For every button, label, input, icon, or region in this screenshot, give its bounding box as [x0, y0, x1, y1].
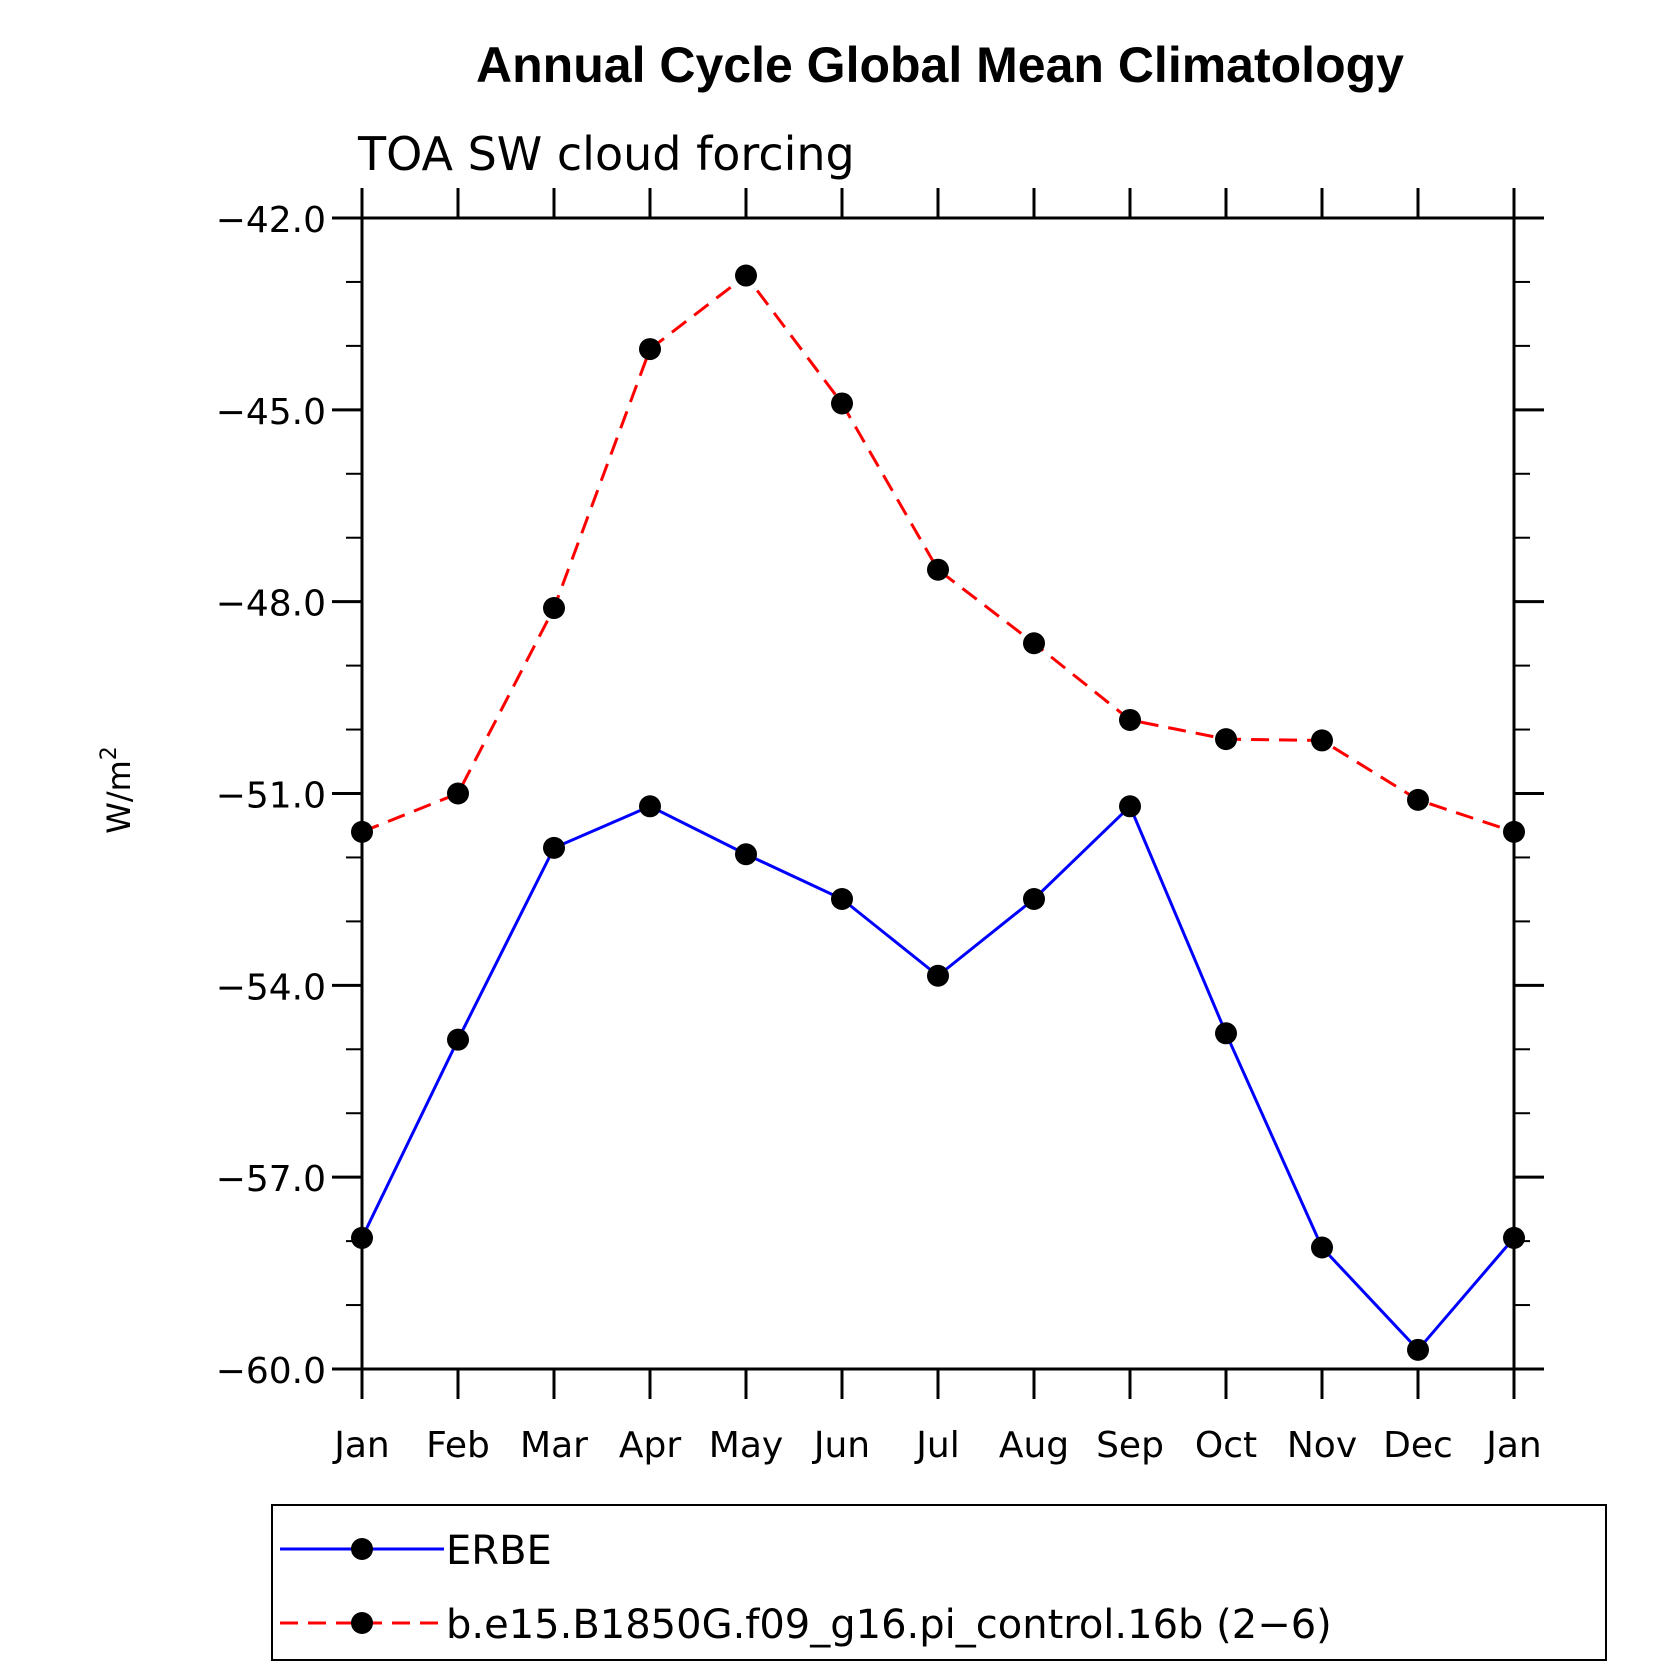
- data-point-model: [735, 264, 757, 287]
- data-point-model: [1503, 820, 1525, 843]
- x-tick-label: Mar: [520, 1425, 588, 1466]
- legend-label-erbe: ERBE: [446, 1528, 552, 1574]
- data-point-erbe: [447, 1028, 469, 1051]
- svg-text:W/m2: W/m2: [97, 746, 138, 834]
- chart-title: Annual Cycle Global Mean Climatology: [476, 37, 1404, 93]
- data-point-model: [639, 338, 661, 361]
- series-layer: [351, 264, 1525, 1361]
- data-point-model: [1119, 708, 1141, 731]
- data-point-model: [1215, 728, 1237, 751]
- data-point-erbe: [1023, 888, 1045, 911]
- data-point-erbe: [1503, 1226, 1525, 1249]
- data-point-erbe: [735, 843, 757, 866]
- y-tick-label: −48.0: [216, 584, 326, 625]
- data-point-model: [927, 558, 949, 581]
- data-point-erbe: [927, 964, 949, 987]
- x-tick-label: Jan: [332, 1425, 390, 1466]
- x-tick-label: Feb: [426, 1425, 490, 1466]
- data-point-erbe: [831, 888, 853, 911]
- data-point-erbe: [639, 795, 661, 818]
- series-line-erbe: [360, 803, 1516, 1353]
- x-tick-label: Apr: [619, 1425, 681, 1466]
- series-line-model: [361, 273, 1515, 834]
- x-tick-label: Nov: [1287, 1425, 1357, 1466]
- data-point-erbe: [1311, 1236, 1333, 1259]
- x-tick-label: Jan: [1484, 1425, 1542, 1466]
- legend: ERBE b.e15.B1850G.f09_g16.pi_control.16b…: [271, 1504, 1607, 1661]
- data-point-model: [1023, 632, 1045, 655]
- data-point-erbe: [543, 836, 565, 859]
- y-tick-label: −42.0: [216, 200, 326, 241]
- legend-swatch-marker-erbe: [351, 1538, 373, 1560]
- y-axis-label-superscript: 2: [97, 746, 122, 760]
- x-tick-label: Jul: [914, 1425, 959, 1466]
- axes: Jan Feb Mar Apr May Jun Jul Aug Sep Oct Nov Dec Jan−…: [216, 188, 1544, 1466]
- legend-label-model: b.e15.B1850G.f09_g16.pi_control.16b (2−6…: [446, 1602, 1332, 1648]
- y-tick-label: −60.0: [216, 1351, 326, 1392]
- legend-box: [271, 1504, 1607, 1661]
- y-tick-label: −57.0: [216, 1159, 326, 1200]
- data-point-erbe: [1119, 795, 1141, 818]
- data-point-model: [831, 392, 853, 415]
- data-point-erbe: [351, 1226, 373, 1249]
- chart-subtitle: TOA SW cloud forcing: [357, 127, 855, 181]
- y-tick-label: −45.0: [216, 392, 326, 433]
- y-axis-label-base: W/m: [100, 760, 138, 834]
- x-tick-label: May: [709, 1425, 783, 1466]
- y-axis-label: W/m2: [97, 746, 138, 834]
- data-point-model: [543, 597, 565, 620]
- data-point-model: [447, 782, 469, 805]
- x-tick-label: Aug: [999, 1425, 1069, 1466]
- data-point-model: [351, 820, 373, 843]
- data-point-model: [1407, 788, 1429, 811]
- y-tick-label: −51.0: [216, 776, 326, 817]
- x-tick-label: Jun: [812, 1425, 870, 1466]
- x-tick-label: Oct: [1195, 1425, 1257, 1466]
- y-tick-label: −54.0: [216, 967, 326, 1008]
- legend-swatch-marker-model: [351, 1612, 373, 1634]
- x-tick-label: Dec: [1383, 1425, 1453, 1466]
- data-point-erbe: [1215, 1022, 1237, 1045]
- data-point-model: [1311, 729, 1333, 752]
- x-tick-label: Sep: [1096, 1425, 1164, 1466]
- plot-frame: [360, 216, 1516, 1371]
- data-point-erbe: [1407, 1338, 1429, 1361]
